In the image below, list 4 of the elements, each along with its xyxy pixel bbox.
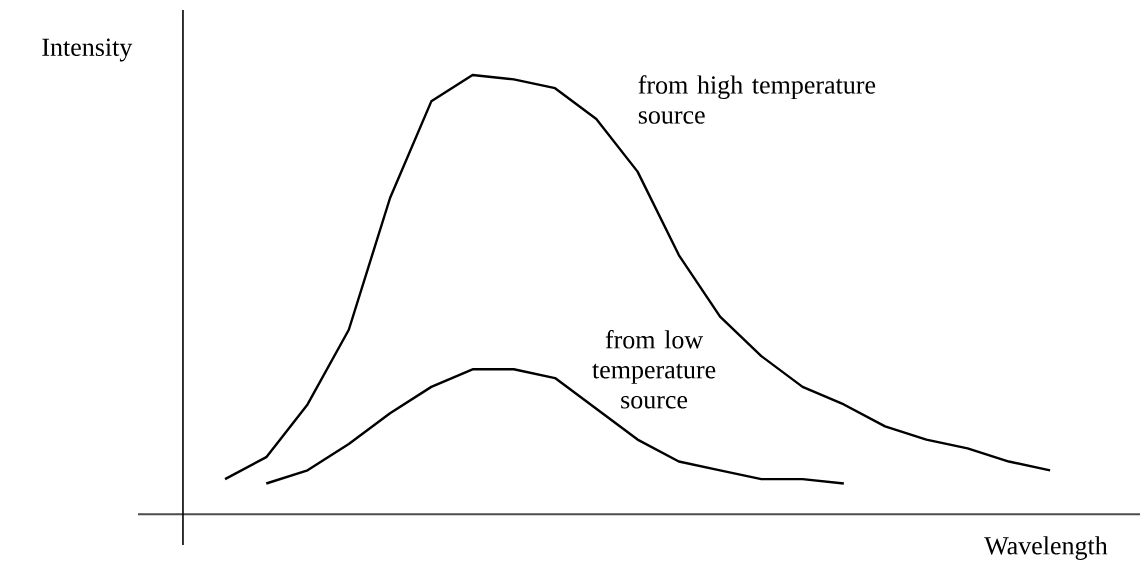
series-label: from low temperature source [592,330,716,409]
series-label: from high temperature source [638,75,876,124]
x-axis-title: Wavelength [984,536,1108,561]
y-axis-title: Intensity [42,38,133,62]
